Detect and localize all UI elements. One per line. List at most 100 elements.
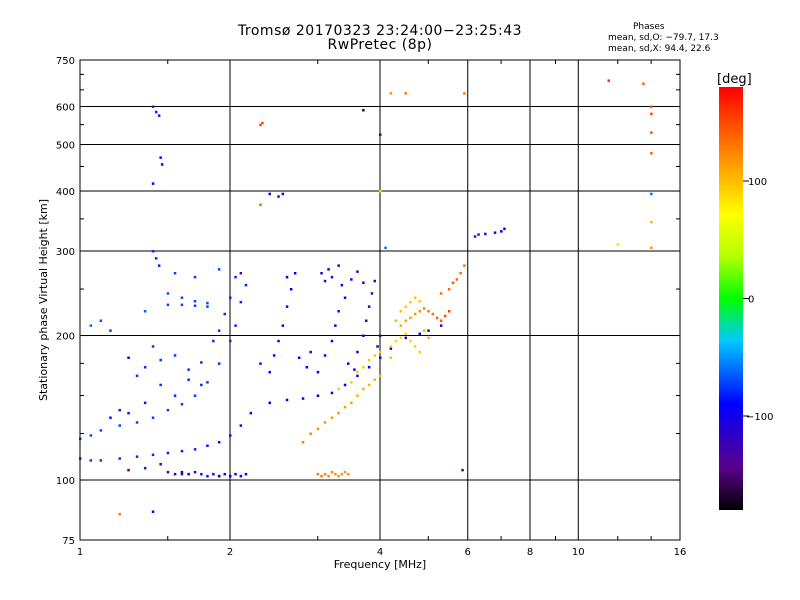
stats-title: Phases	[633, 22, 665, 32]
data-point	[249, 411, 253, 415]
data-point	[151, 510, 155, 513]
data-point	[500, 230, 503, 233]
data-point	[277, 195, 280, 198]
data-point	[293, 272, 297, 275]
data-point	[127, 468, 130, 472]
data-point	[309, 350, 312, 354]
data-point	[217, 441, 221, 444]
data-point	[379, 356, 382, 359]
data-point	[356, 374, 359, 378]
data-point	[343, 296, 347, 299]
data-point	[259, 123, 262, 127]
data-point	[180, 472, 184, 476]
data-point	[616, 243, 620, 246]
data-point	[151, 250, 155, 253]
data-point	[356, 270, 359, 273]
data-point	[337, 264, 340, 267]
data-point	[389, 92, 393, 95]
data-point	[151, 105, 155, 108]
data-point	[272, 354, 276, 357]
data-point	[193, 470, 197, 474]
data-point	[503, 227, 506, 231]
colorbar	[719, 87, 743, 510]
data-point	[281, 324, 285, 327]
x-axis: 1 2 4 6 8 10 16	[77, 60, 686, 558]
data-point	[118, 457, 121, 460]
data-point	[323, 279, 327, 283]
data-point	[370, 292, 374, 295]
data-point	[394, 319, 398, 322]
data-point	[193, 394, 197, 397]
data-point	[239, 474, 243, 478]
data-point	[143, 366, 147, 369]
data-point	[151, 182, 155, 185]
data-point	[212, 472, 215, 476]
data-point	[422, 307, 426, 310]
data-point	[340, 283, 344, 287]
data-point	[217, 329, 221, 332]
data-point	[343, 405, 347, 409]
data-point	[389, 347, 393, 350]
data-point	[362, 281, 365, 284]
data-point	[99, 319, 103, 322]
data-point	[365, 319, 368, 322]
data-point	[404, 305, 407, 308]
stats-o-mode: mean, sd,O: −79.7, 17.3	[608, 33, 719, 43]
scatter-points	[79, 79, 653, 516]
data-point	[439, 292, 443, 295]
data-point	[323, 354, 327, 357]
data-point	[389, 356, 393, 359]
data-point	[316, 370, 320, 374]
data-point	[347, 362, 350, 365]
y-tick-label: 100	[56, 476, 75, 487]
data-point	[200, 472, 203, 476]
data-point	[350, 278, 353, 281]
data-point	[418, 300, 421, 303]
data-point	[337, 310, 340, 313]
data-point	[234, 324, 237, 327]
data-point	[99, 459, 103, 462]
x-axis-label: Frequency [MHz]	[334, 558, 426, 571]
data-point	[127, 356, 130, 359]
data-point	[180, 296, 184, 299]
data-point	[135, 421, 139, 424]
chart-title: Tromsø 20170323 23:24:00−23:25:43	[237, 23, 523, 39]
data-point	[159, 358, 162, 362]
x-tick-label: 10	[572, 547, 585, 558]
data-point	[200, 361, 203, 364]
data-point	[463, 264, 466, 267]
colorbar-label: [deg]	[717, 72, 752, 87]
data-point	[301, 441, 305, 444]
data-point	[384, 246, 387, 250]
data-point	[285, 275, 289, 279]
data-point	[289, 288, 293, 291]
data-point	[193, 275, 197, 279]
data-point	[443, 314, 447, 318]
data-point	[297, 356, 301, 359]
data-point	[173, 394, 177, 397]
data-point	[244, 472, 248, 476]
data-point	[337, 411, 340, 415]
data-point	[154, 257, 158, 260]
data-point	[379, 334, 382, 337]
data-point	[418, 350, 421, 354]
data-point	[404, 319, 407, 322]
data-point	[206, 301, 209, 305]
data-point	[356, 350, 359, 354]
y-tick-label: 300	[56, 247, 75, 258]
data-point	[413, 296, 417, 299]
data-point	[301, 397, 305, 400]
data-point	[427, 310, 430, 313]
data-point	[166, 451, 170, 455]
data-point	[223, 312, 226, 316]
data-point	[463, 92, 466, 95]
data-point	[159, 156, 162, 159]
data-point	[340, 472, 344, 476]
data-point	[259, 203, 262, 206]
data-point	[187, 368, 190, 371]
data-point	[435, 316, 439, 320]
data-point	[330, 391, 334, 395]
data-point	[127, 411, 130, 415]
data-point	[217, 474, 221, 478]
